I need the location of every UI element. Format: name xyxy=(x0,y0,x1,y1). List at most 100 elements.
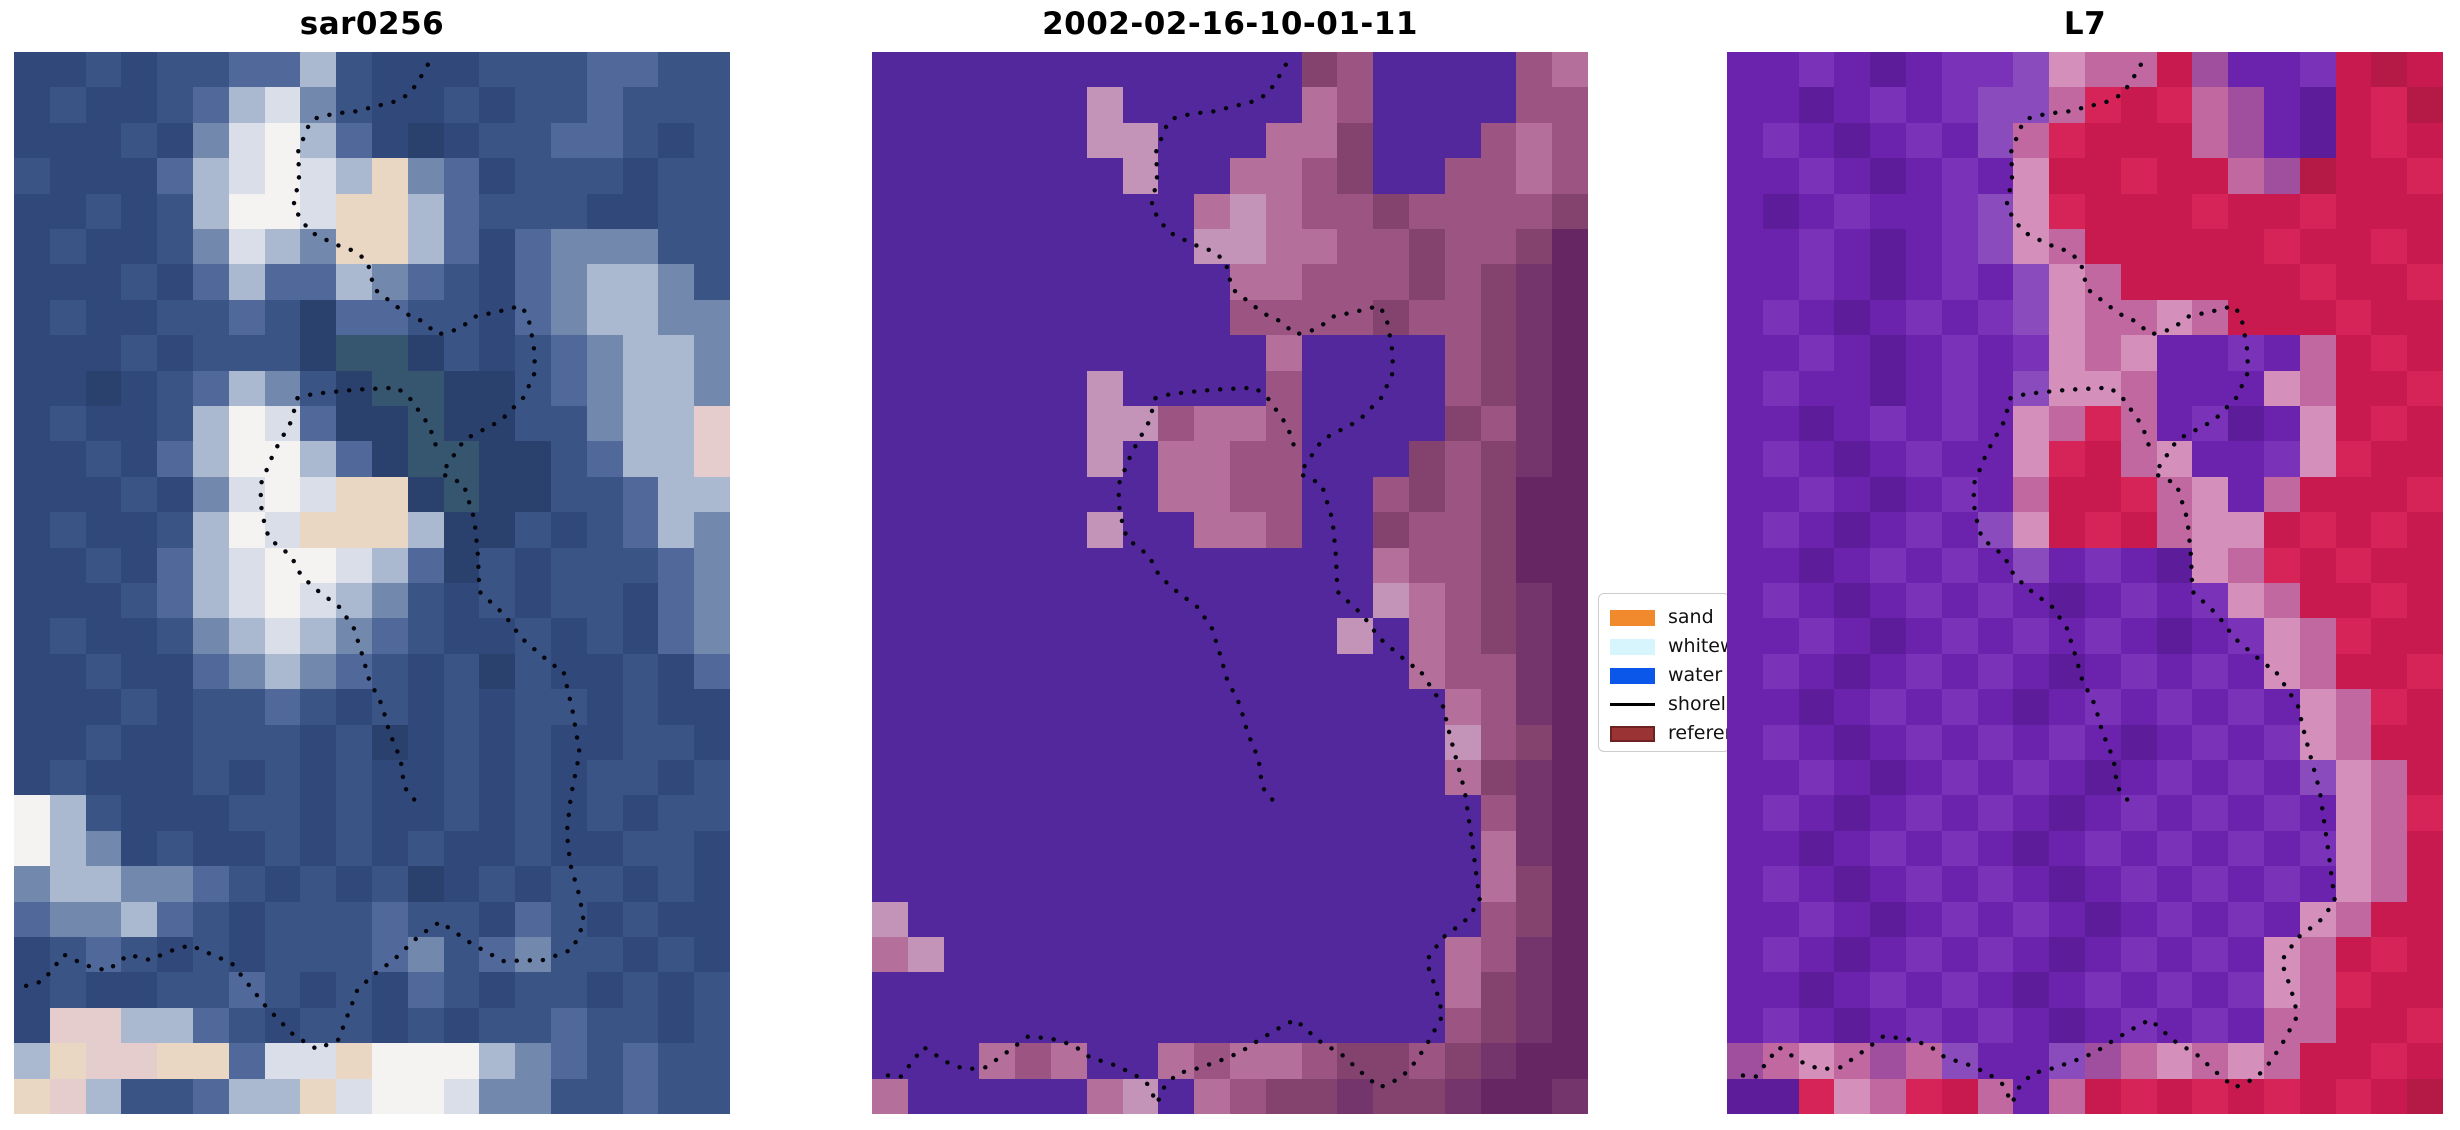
pixel-cell xyxy=(49,122,86,159)
pixel-cell xyxy=(121,760,158,796)
pixel-cell xyxy=(2013,406,2050,442)
pixel-cell xyxy=(192,52,229,88)
pixel-cell xyxy=(1229,937,1266,973)
pixel-cell xyxy=(1194,299,1230,336)
pixel-cell xyxy=(1194,689,1230,725)
pixel-cell xyxy=(2156,299,2193,336)
pixel-cell xyxy=(2228,1007,2264,1044)
pixel-cell xyxy=(1122,583,1159,619)
pixel-cell xyxy=(694,370,730,406)
pixel-cell xyxy=(121,937,158,973)
pixel-cell xyxy=(622,264,659,300)
pixel-cell xyxy=(694,52,730,88)
pixel-cell xyxy=(658,229,695,265)
pixel-cell xyxy=(1727,335,1763,371)
pixel-cell xyxy=(1301,653,1338,690)
pixel-cell xyxy=(479,158,516,194)
pixel-cell xyxy=(2335,335,2372,371)
pixel-cell xyxy=(407,547,444,583)
pixel-cell xyxy=(1373,653,1409,690)
pixel-cell xyxy=(371,901,408,937)
pixel-cell xyxy=(1265,406,1302,442)
pixel-cell xyxy=(192,87,229,123)
pixel-cell xyxy=(2120,1007,2157,1044)
pixel-cell xyxy=(85,1078,122,1114)
pixel-cell xyxy=(85,406,122,442)
pixel-cell xyxy=(1516,760,1553,796)
pixel-cell xyxy=(2156,158,2193,194)
pixel-cell xyxy=(1480,1078,1517,1114)
pixel-cell xyxy=(2156,972,2193,1008)
pixel-cell xyxy=(1516,795,1553,831)
pixel-cell xyxy=(264,901,301,937)
pixel-cell xyxy=(371,795,408,831)
pixel-cell xyxy=(1373,618,1409,654)
pixel-cell xyxy=(192,512,229,548)
pixel-cell xyxy=(2407,901,2443,937)
pixel-cell xyxy=(479,937,516,973)
pixel-cell xyxy=(907,830,944,867)
pixel-cell xyxy=(1798,583,1835,619)
pixel-cell xyxy=(1158,512,1195,548)
pixel-cell xyxy=(49,866,86,902)
pixel-cell xyxy=(586,512,623,548)
pixel-cell xyxy=(979,264,1016,300)
pixel-cell xyxy=(907,724,944,760)
pixel-cell xyxy=(586,335,623,371)
pixel-cell xyxy=(49,830,86,867)
pixel-cell xyxy=(622,299,659,336)
pixel-cell xyxy=(1194,1007,1230,1044)
pixel-cell xyxy=(1373,193,1409,229)
pixel-cell xyxy=(2228,724,2264,760)
pixel-cell xyxy=(1050,795,1087,831)
pixel-cell xyxy=(1762,264,1799,300)
pixel-cell xyxy=(1798,122,1835,159)
pixel-cell xyxy=(658,299,695,336)
pixel-cell xyxy=(1229,335,1266,371)
pixel-cell xyxy=(121,193,158,229)
pixel-cell xyxy=(49,441,86,477)
pixel-cell xyxy=(336,122,372,159)
pixel-cell xyxy=(1798,512,1835,548)
pixel-cell xyxy=(371,760,408,796)
pixel-cell xyxy=(407,689,444,725)
pixel-cell xyxy=(1444,901,1481,937)
pixel-cell xyxy=(49,512,86,548)
pixel-cell xyxy=(1158,937,1195,973)
pixel-cell xyxy=(1870,937,1906,973)
pixel-cell xyxy=(1265,583,1302,619)
pixel-cell xyxy=(121,441,158,477)
pixel-cell xyxy=(1444,406,1481,442)
pixel-cell xyxy=(2371,795,2408,831)
pixel-cell xyxy=(1516,866,1553,902)
pixel-cell xyxy=(1834,937,1871,973)
pixel-cell xyxy=(1977,1043,2014,1079)
pixel-cell xyxy=(658,1078,695,1114)
pixel-cell xyxy=(85,795,122,831)
pixel-cell xyxy=(1870,87,1906,123)
pixel-cell xyxy=(2156,583,2193,619)
pixel-cell xyxy=(407,795,444,831)
pixel-cell xyxy=(586,406,623,442)
pixel-cell xyxy=(1265,1043,1302,1079)
pixel-cell xyxy=(1301,441,1338,477)
pixel-cell xyxy=(622,52,659,88)
pixel-cell xyxy=(2120,299,2157,336)
pixel-cell xyxy=(515,406,551,442)
pixel-cell xyxy=(2049,830,2085,867)
pixel-cell xyxy=(907,441,944,477)
pixel-cell xyxy=(979,795,1016,831)
pixel-cell xyxy=(1727,760,1763,796)
pixel-cell xyxy=(1552,335,1588,371)
pixel-cell xyxy=(121,689,158,725)
pixel-cell xyxy=(1229,583,1266,619)
pixel-cell xyxy=(264,264,301,300)
pixel-cell xyxy=(1408,547,1445,583)
pixel-cell xyxy=(586,122,623,159)
panel-l7-image xyxy=(1727,52,2443,1114)
pixel-cell xyxy=(907,1043,944,1079)
pixel-cell xyxy=(979,1007,1016,1044)
pixel-cell xyxy=(943,1043,980,1079)
pixel-cell xyxy=(1762,653,1799,690)
